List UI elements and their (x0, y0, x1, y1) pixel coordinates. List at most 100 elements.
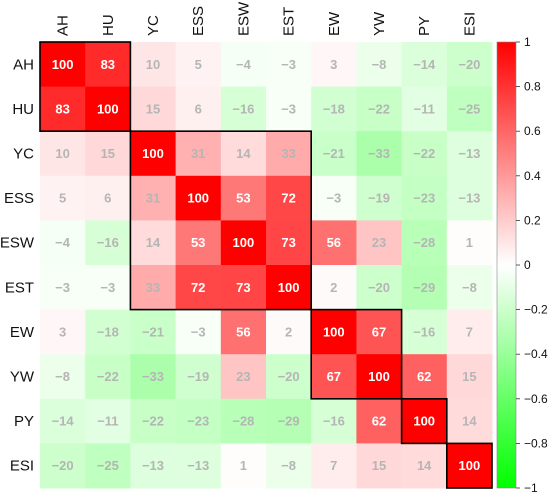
cell-value-label: −23 (187, 414, 209, 429)
cluster-outline (129, 130, 312, 311)
cell-value-label: 15 (101, 146, 115, 161)
cell (446, 86, 493, 132)
row-label: ESW (0, 235, 35, 252)
cell-value-label: −3 (100, 280, 115, 295)
cell-value-label: 14 (462, 414, 477, 429)
colorbar-tick-label: −0.4 (524, 347, 548, 361)
cell-value-label: 10 (55, 146, 69, 161)
cell (40, 354, 86, 400)
cell (446, 42, 493, 88)
cell-value-label: −3 (326, 191, 341, 206)
cell-value-label: −14 (413, 57, 436, 72)
cell (266, 354, 312, 400)
cell-value-label: −20 (368, 280, 390, 295)
cell-value-label: 67 (372, 324, 386, 339)
cell-value-label: 67 (327, 369, 341, 384)
cell (401, 175, 448, 221)
cell (356, 354, 403, 400)
cell-value-label: 73 (281, 235, 295, 250)
row-label: AH (13, 56, 34, 73)
cell-value-label: −25 (458, 101, 480, 116)
column-label: HU (100, 14, 117, 36)
cell (85, 443, 131, 489)
cell (40, 220, 86, 266)
column-label: YC (145, 15, 162, 36)
cell (266, 131, 312, 177)
cluster-outline (39, 41, 132, 132)
cluster-outline (445, 442, 493, 489)
cell (220, 175, 267, 221)
colorbar-tick-label: 0.4 (524, 169, 541, 183)
cell-value-label: −25 (97, 458, 119, 473)
cell-value-label: −28 (232, 414, 254, 429)
cell-value-label: 100 (52, 57, 74, 72)
cell (130, 443, 177, 489)
cell-value-label: −16 (323, 414, 345, 429)
cell-value-label: 53 (236, 191, 250, 206)
cell (130, 86, 177, 132)
cell (266, 42, 312, 88)
cell (356, 175, 403, 221)
cell (220, 131, 267, 177)
cell (446, 309, 493, 355)
cell (130, 309, 177, 355)
colorbar-tick-label: 0.8 (524, 80, 541, 94)
cell-value-label: 33 (146, 280, 160, 295)
colorbar-tick-label: 0.6 (524, 124, 541, 138)
cell-value-label: −20 (278, 369, 300, 384)
cell (220, 86, 267, 132)
cell (401, 42, 448, 88)
cell-value-label: 14 (417, 458, 432, 473)
cell-value-label: −4 (236, 57, 252, 72)
colorbar-gradient (496, 41, 517, 489)
cell-value-label: −18 (323, 101, 345, 116)
cell (175, 354, 222, 400)
cell (130, 354, 177, 400)
cell (446, 354, 493, 400)
cell-value-label: −8 (462, 280, 477, 295)
cell (85, 86, 131, 132)
cell (446, 175, 493, 221)
cell-value-label: −3 (281, 57, 296, 72)
cell-value-label: 100 (233, 235, 255, 250)
cell (401, 443, 448, 489)
cell-value-label: −13 (458, 191, 480, 206)
cell-value-label: 14 (146, 235, 161, 250)
cell-value-label: −4 (55, 235, 71, 250)
cell (175, 265, 222, 311)
column-label: ESW (235, 1, 252, 36)
cell (311, 175, 357, 221)
cell (266, 220, 312, 266)
cell (356, 443, 403, 489)
cell (266, 86, 312, 132)
cell (40, 443, 86, 489)
cell-value-label: 23 (372, 235, 386, 250)
cell (356, 86, 403, 132)
cell-value-label: −8 (55, 369, 70, 384)
cell (356, 220, 403, 266)
cell-value-label: 1 (466, 235, 473, 250)
cell (175, 175, 222, 221)
cell (220, 443, 267, 489)
cell-value-label: −16 (97, 235, 119, 250)
cell-value-label: −20 (52, 458, 74, 473)
cell (311, 354, 357, 400)
cell-value-label: 2 (330, 280, 337, 295)
column-label: ESI (461, 12, 478, 36)
cell-value-label: −33 (368, 146, 390, 161)
colorbar: 1 0.8 0.6 0.4 0.2 0 −0.2 −0.4 −0.6 −0.8 −1 (496, 35, 548, 495)
cluster-outline (400, 397, 448, 445)
cell (175, 443, 222, 489)
cell-value-label: 7 (330, 458, 337, 473)
cell (85, 42, 131, 88)
cell-value-label: −13 (187, 458, 209, 473)
cell-value-label: −19 (368, 191, 390, 206)
cluster-outlines (39, 41, 493, 489)
colorbar-tick-label: −0.8 (524, 436, 548, 450)
cell (130, 131, 177, 177)
row-label: ESI (10, 458, 34, 475)
cell-value-label: 15 (372, 458, 386, 473)
cell-value-label: −3 (191, 324, 206, 339)
column-label: AH (55, 15, 72, 36)
